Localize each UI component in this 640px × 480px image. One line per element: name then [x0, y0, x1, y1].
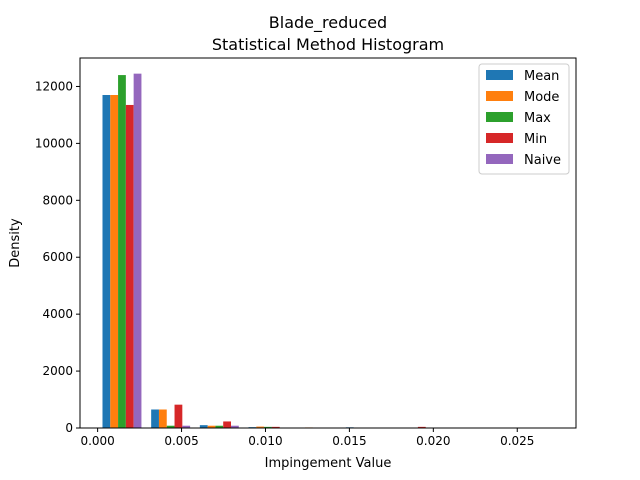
y-tick-label: 2000: [42, 364, 73, 378]
histogram-bar: [256, 426, 265, 428]
y-tick-label: 4000: [42, 307, 73, 321]
x-tick-label: 0.005: [164, 434, 198, 448]
histogram-bar: [133, 73, 142, 429]
legend-label: Naive: [524, 153, 561, 168]
y-axis-ticks: 0 2000 4000 6000 8000 10000 12000: [35, 79, 80, 435]
histogram-bar: [199, 425, 208, 428]
legend-label: Max: [524, 111, 551, 126]
y-tick-label: 6000: [42, 250, 73, 264]
histogram-bar: [230, 425, 239, 428]
histogram-bar: [166, 425, 175, 428]
chart-title-line1: Blade_reduced: [269, 13, 387, 33]
legend-swatch: [486, 91, 513, 101]
histogram-bar: [125, 104, 134, 428]
x-tick-label: 0.010: [248, 434, 282, 448]
histogram-bar: [102, 95, 111, 428]
legend-swatch: [486, 133, 513, 143]
histogram-bar: [110, 95, 119, 428]
legend-swatch: [486, 70, 513, 80]
x-tick-label: 0.020: [416, 434, 450, 448]
legend-swatch: [486, 112, 513, 122]
histogram-bar: [271, 426, 280, 428]
histogram-bar: [174, 404, 183, 428]
legend: Mean Mode Max Min Naive: [478, 63, 570, 175]
x-axis-label: Impingement Value: [265, 456, 392, 471]
histogram-bar: [118, 75, 126, 429]
histogram-bar: [151, 409, 159, 428]
histogram-bar: [264, 426, 272, 428]
histogram-bar: [215, 425, 224, 428]
histogram-bar: [158, 409, 167, 428]
histogram-bar: [182, 425, 191, 428]
y-tick-label: 12000: [35, 79, 73, 93]
y-tick-label: 0: [65, 421, 73, 435]
chart-title-line2: Statistical Method Histogram: [212, 35, 444, 54]
y-tick-label: 8000: [42, 193, 73, 207]
x-axis-ticks: 0.000 0.005 0.010 0.015 0.020 0.025: [80, 428, 534, 448]
legend-label: Mode: [524, 90, 559, 105]
legend-label: Min: [524, 132, 547, 147]
y-tick-label: 10000: [35, 136, 73, 150]
bars-group: [102, 73, 426, 429]
x-tick-label: 0.015: [332, 434, 366, 448]
legend-label: Mean: [524, 69, 559, 84]
histogram-bar: [207, 425, 216, 428]
histogram-bar: [223, 421, 231, 428]
x-tick-label: 0.000: [80, 434, 114, 448]
y-axis-label: Density: [8, 218, 23, 268]
plot-frame: [79, 57, 577, 429]
x-tick-label: 0.025: [500, 434, 534, 448]
histogram-bar: [417, 426, 426, 428]
legend-swatch: [486, 154, 513, 164]
